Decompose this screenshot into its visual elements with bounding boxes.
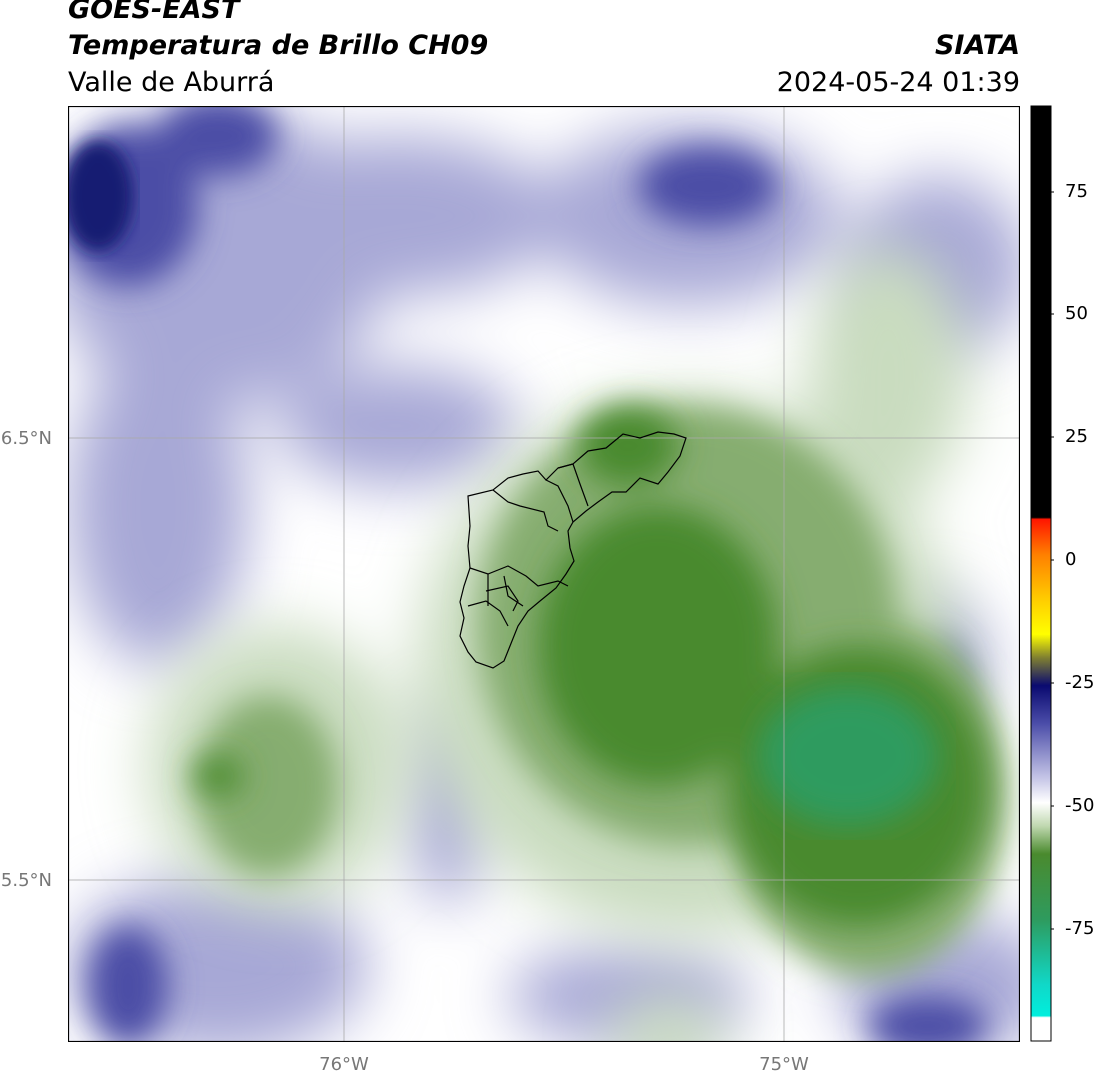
colorbar-tick: -25 bbox=[1065, 672, 1094, 693]
satellite-map bbox=[68, 106, 1020, 1042]
colorbar-tick: 25 bbox=[1065, 426, 1088, 447]
region-subtitle: Valle de Aburrá bbox=[68, 67, 275, 98]
colorbar-tick: -75 bbox=[1065, 918, 1094, 939]
colorbar-tick: 50 bbox=[1065, 303, 1088, 324]
lon-label-75: 75°W bbox=[759, 1054, 809, 1075]
municipal-boundaries bbox=[459, 431, 687, 669]
colorbar bbox=[1030, 105, 1054, 1042]
title-line1: GOES-EAST bbox=[68, 0, 240, 25]
lat-label-6.5: 6.5°N bbox=[0, 428, 52, 449]
colorbar-tick: 75 bbox=[1065, 181, 1088, 202]
colorbar-tick: 0 bbox=[1065, 549, 1077, 570]
timestamp-label: 2024-05-24 01:39 bbox=[776, 67, 1020, 98]
colorbar-tick: -50 bbox=[1065, 795, 1094, 816]
lon-label-76: 76°W bbox=[319, 1054, 369, 1075]
temperature-field bbox=[68, 106, 1020, 1042]
lat-label-5.5: 5.5°N bbox=[0, 870, 52, 891]
organization-label: SIATA bbox=[934, 30, 1020, 61]
title-line2: Temperatura de Brillo CH09 bbox=[68, 30, 489, 61]
